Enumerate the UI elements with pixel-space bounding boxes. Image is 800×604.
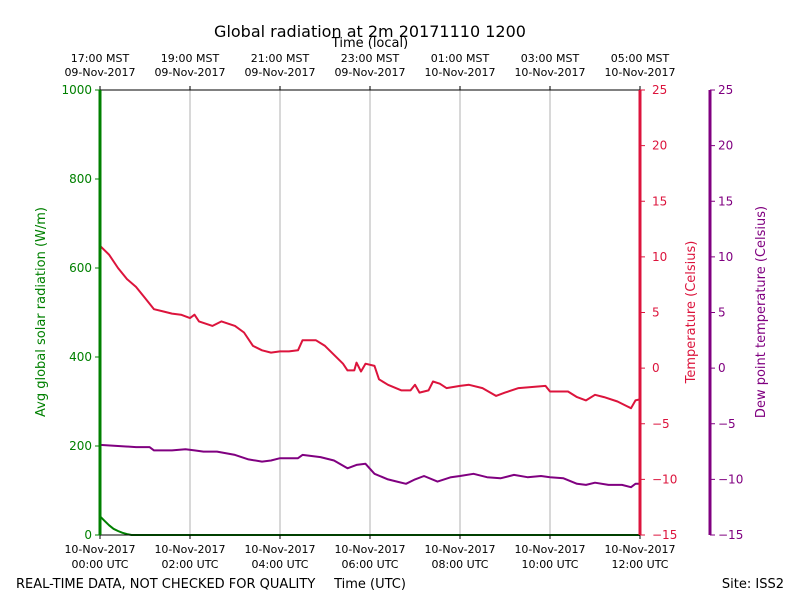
temperature-y-tick-label: 0	[652, 361, 660, 375]
x-tick-label-time: 10:00 UTC	[521, 558, 578, 571]
left-y-tick-label: 0	[84, 528, 92, 542]
x-axis-title: Time (UTC)	[333, 577, 406, 592]
top-x-tick-label-date: 09-Nov-2017	[64, 66, 135, 79]
dewpoint-y-tick-label: 15	[718, 194, 733, 208]
temperature-y-tick-label: −5	[652, 417, 670, 431]
left-y-tick-label: 200	[69, 439, 92, 453]
top-x-tick-label-time: 19:00 MST	[161, 52, 220, 65]
dewpoint-y-tick-label: 10	[718, 250, 733, 264]
x-tick-label-time: 02:00 UTC	[161, 558, 218, 571]
x-tick-label-date: 10-Nov-2017	[154, 543, 225, 556]
top-x-tick-label-date: 09-Nov-2017	[244, 66, 315, 79]
temperature-axis-title: Temperature (Celsius)	[684, 241, 699, 385]
x-tick-label-time: 00:00 UTC	[71, 558, 128, 571]
x-tick-label-date: 10-Nov-2017	[244, 543, 315, 556]
left-y-tick-label: 400	[69, 350, 92, 364]
dewpoint-y-tick-label: 0	[718, 361, 726, 375]
left-y-tick-label: 600	[69, 261, 92, 275]
top-x-tick-label-time: 05:00 MST	[611, 52, 670, 65]
x-tick-label-time: 08:00 UTC	[431, 558, 488, 571]
top-axis-title: Time (local)	[331, 36, 408, 51]
top-x-tick-label-date: 09-Nov-2017	[154, 66, 225, 79]
left-axis-title: Avg global solar radiation (W/m)	[34, 207, 49, 417]
temperature-y-tick-label: 10	[652, 250, 667, 264]
dewpoint-y-tick-label: −15	[718, 528, 743, 542]
top-x-tick-label-time: 03:00 MST	[521, 52, 580, 65]
top-x-tick-label-date: 10-Nov-2017	[514, 66, 585, 79]
x-tick-label-date: 10-Nov-2017	[334, 543, 405, 556]
temperature-y-tick-label: 15	[652, 194, 667, 208]
x-tick-label-time: 06:00 UTC	[341, 558, 398, 571]
x-tick-label-date: 10-Nov-2017	[604, 543, 675, 556]
temperature-y-tick-label: −15	[652, 528, 677, 542]
footer-site: Site: ISS2	[722, 577, 784, 592]
left-y-tick-label: 800	[69, 172, 92, 186]
temperature-y-tick-label: −10	[652, 472, 677, 486]
temperature-y-tick-label: 5	[652, 306, 660, 320]
dewpoint-series-line	[99, 443, 640, 489]
temperature-y-tick-label: 25	[652, 83, 667, 97]
chart-title: Global radiation at 2m 20171110 1200	[214, 22, 526, 41]
x-tick-label-time: 12:00 UTC	[611, 558, 668, 571]
temperature-y-tick-label: 20	[652, 139, 667, 153]
top-x-tick-label-date: 10-Nov-2017	[424, 66, 495, 79]
left-y-tick-label: 1000	[61, 83, 92, 97]
top-x-tick-label-time: 17:00 MST	[71, 52, 130, 65]
x-tick-label-date: 10-Nov-2017	[64, 543, 135, 556]
x-tick-label-date: 10-Nov-2017	[514, 543, 585, 556]
dewpoint-y-tick-label: −10	[718, 472, 743, 486]
dewpoint-y-tick-label: −5	[718, 417, 736, 431]
top-x-tick-label-time: 21:00 MST	[251, 52, 310, 65]
top-x-tick-label-date: 10-Nov-2017	[604, 66, 675, 79]
top-x-tick-label-time: 01:00 MST	[431, 52, 490, 65]
top-x-tick-label-time: 23:00 MST	[341, 52, 400, 65]
top-x-tick-label-date: 09-Nov-2017	[334, 66, 405, 79]
x-tick-label-date: 10-Nov-2017	[424, 543, 495, 556]
dewpoint-y-tick-label: 5	[718, 306, 726, 320]
temperature-series-line	[99, 245, 641, 410]
gridlines	[189, 90, 551, 535]
x-tick-label-time: 04:00 UTC	[251, 558, 308, 571]
dewpoint-axis-title: Dew point temperature (Celsius)	[754, 206, 769, 418]
dewpoint-y-tick-label: 25	[718, 83, 733, 97]
dewpoint-y-tick-label: 20	[718, 139, 733, 153]
footer-quality-note: REAL-TIME DATA, NOT CHECKED FOR QUALITY	[16, 577, 315, 592]
